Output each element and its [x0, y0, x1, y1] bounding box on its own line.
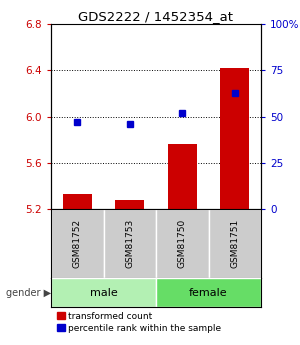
Bar — [51, 209, 104, 278]
Text: gender ▶: gender ▶ — [6, 288, 51, 298]
Bar — [63, 194, 92, 209]
Text: male: male — [90, 288, 117, 298]
Text: GSM81752: GSM81752 — [73, 219, 82, 268]
Bar — [103, 209, 156, 278]
Text: female: female — [189, 288, 228, 298]
Bar — [168, 145, 197, 209]
Text: GSM81751: GSM81751 — [230, 219, 239, 268]
Text: GSM81753: GSM81753 — [125, 219, 134, 268]
Bar — [156, 278, 261, 307]
Bar — [208, 209, 261, 278]
Bar — [51, 278, 156, 307]
Legend: transformed count, percentile rank within the sample: transformed count, percentile rank withi… — [56, 310, 223, 335]
Bar — [115, 200, 144, 209]
Title: GDS2222 / 1452354_at: GDS2222 / 1452354_at — [79, 10, 233, 23]
Text: GSM81750: GSM81750 — [178, 219, 187, 268]
Bar — [220, 68, 249, 209]
Bar — [156, 209, 208, 278]
